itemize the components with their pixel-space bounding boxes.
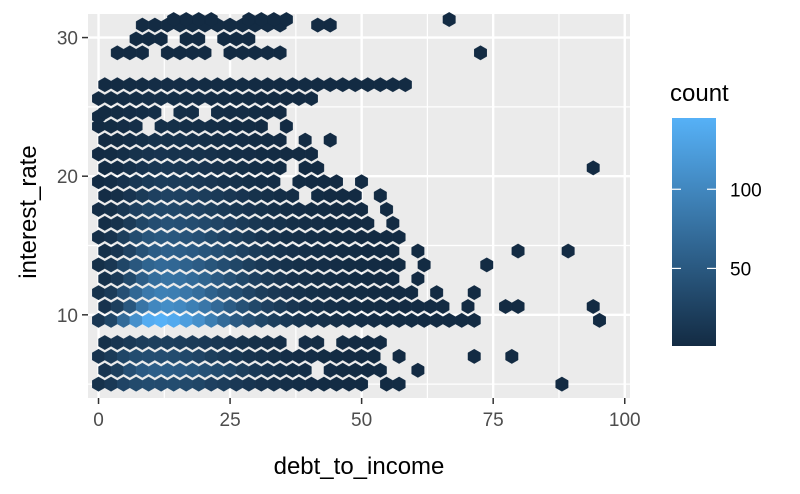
hex-bin bbox=[323, 132, 337, 148]
hex-bin bbox=[348, 188, 362, 204]
hex-bin bbox=[411, 243, 425, 259]
y-axis: 10 20 30 bbox=[57, 29, 88, 327]
legend: count 50 100 bbox=[670, 80, 762, 346]
hex-bin bbox=[480, 257, 494, 273]
hex-bin bbox=[586, 160, 600, 176]
hex-bin bbox=[286, 188, 300, 204]
hex-bin bbox=[148, 104, 162, 120]
x-tick-label: 0 bbox=[93, 410, 104, 431]
hex-bin bbox=[593, 312, 606, 328]
hex-bin bbox=[367, 348, 381, 364]
hex-bin bbox=[505, 348, 519, 364]
hex-bin bbox=[411, 362, 425, 378]
hex-bin bbox=[273, 45, 287, 61]
x-tick-label: 75 bbox=[483, 410, 504, 431]
hex-bin bbox=[373, 188, 387, 204]
hex-bin bbox=[311, 335, 325, 351]
hex-bins bbox=[92, 12, 606, 392]
x-axis-title: debt_to_income bbox=[274, 453, 445, 480]
hex-bin bbox=[467, 348, 481, 364]
x-axis: 0 25 50 75 100 bbox=[93, 398, 641, 431]
hex-bin bbox=[586, 299, 600, 314]
hex-bin bbox=[273, 160, 287, 176]
hex-bin bbox=[185, 104, 199, 120]
legend-colorbar bbox=[672, 118, 716, 346]
hex-bin bbox=[386, 243, 400, 259]
hex-bin bbox=[298, 132, 312, 148]
hex-bin bbox=[204, 12, 218, 28]
y-tick-label: 10 bbox=[57, 306, 78, 327]
x-tick-label: 100 bbox=[609, 410, 641, 431]
hex-bin bbox=[273, 132, 287, 148]
hex-bin bbox=[323, 17, 337, 33]
hex-bin bbox=[467, 312, 481, 328]
hex-bin bbox=[154, 31, 168, 47]
hex-bin bbox=[355, 174, 368, 190]
legend-tick-label: 50 bbox=[730, 259, 751, 280]
hex-bin bbox=[474, 45, 487, 61]
hex-bin bbox=[392, 348, 406, 364]
hex-bin bbox=[392, 229, 406, 245]
hex-bin bbox=[436, 299, 450, 314]
x-tick-label: 50 bbox=[351, 410, 372, 431]
hex-bin bbox=[129, 118, 143, 134]
hex-bin bbox=[411, 271, 425, 287]
hex-bin bbox=[398, 77, 412, 93]
hex-bin bbox=[555, 376, 569, 392]
hex-bin bbox=[279, 12, 293, 28]
hex-bin bbox=[355, 376, 368, 392]
hex-bin bbox=[242, 31, 256, 47]
hex-bin bbox=[279, 118, 293, 134]
hex-bin bbox=[386, 215, 400, 231]
hex-bin bbox=[298, 362, 312, 378]
x-tick-label: 25 bbox=[220, 410, 241, 431]
hex-bin bbox=[254, 118, 268, 134]
hex-bin bbox=[392, 376, 406, 392]
hex-bin bbox=[135, 45, 149, 61]
hex-bin bbox=[430, 285, 444, 301]
hex-bin bbox=[304, 91, 318, 107]
hex-bin bbox=[192, 31, 206, 47]
hex-bin bbox=[511, 299, 525, 314]
hex-bin bbox=[304, 146, 318, 162]
y-tick-label: 30 bbox=[57, 29, 78, 50]
hex-bin bbox=[417, 257, 431, 273]
hex-bin bbox=[330, 174, 343, 190]
hex-bin bbox=[273, 104, 287, 120]
legend-title: count bbox=[670, 80, 729, 107]
hex-bin bbox=[380, 202, 394, 217]
hex-bin bbox=[511, 243, 525, 259]
hex-bin bbox=[561, 243, 575, 259]
hex-bin bbox=[361, 215, 375, 231]
hex-bin bbox=[273, 335, 287, 351]
hex-bin bbox=[373, 362, 387, 378]
legend-ticks: 50 100 bbox=[672, 180, 762, 280]
hex-bin bbox=[461, 299, 475, 314]
y-axis-title: interest_rate bbox=[15, 145, 42, 278]
hex-bin bbox=[386, 271, 400, 287]
y-tick-label: 20 bbox=[57, 167, 78, 188]
hex-bin bbox=[355, 202, 368, 217]
hex-bin bbox=[373, 335, 387, 351]
legend-tick-label: 100 bbox=[730, 180, 762, 201]
hex-bin bbox=[405, 285, 419, 301]
hex-bin bbox=[198, 45, 212, 61]
hex-bin bbox=[442, 12, 456, 28]
hex-bin bbox=[267, 174, 281, 190]
hex-bin bbox=[467, 285, 481, 301]
hex-bin bbox=[392, 257, 406, 273]
hex-bin bbox=[311, 160, 325, 176]
